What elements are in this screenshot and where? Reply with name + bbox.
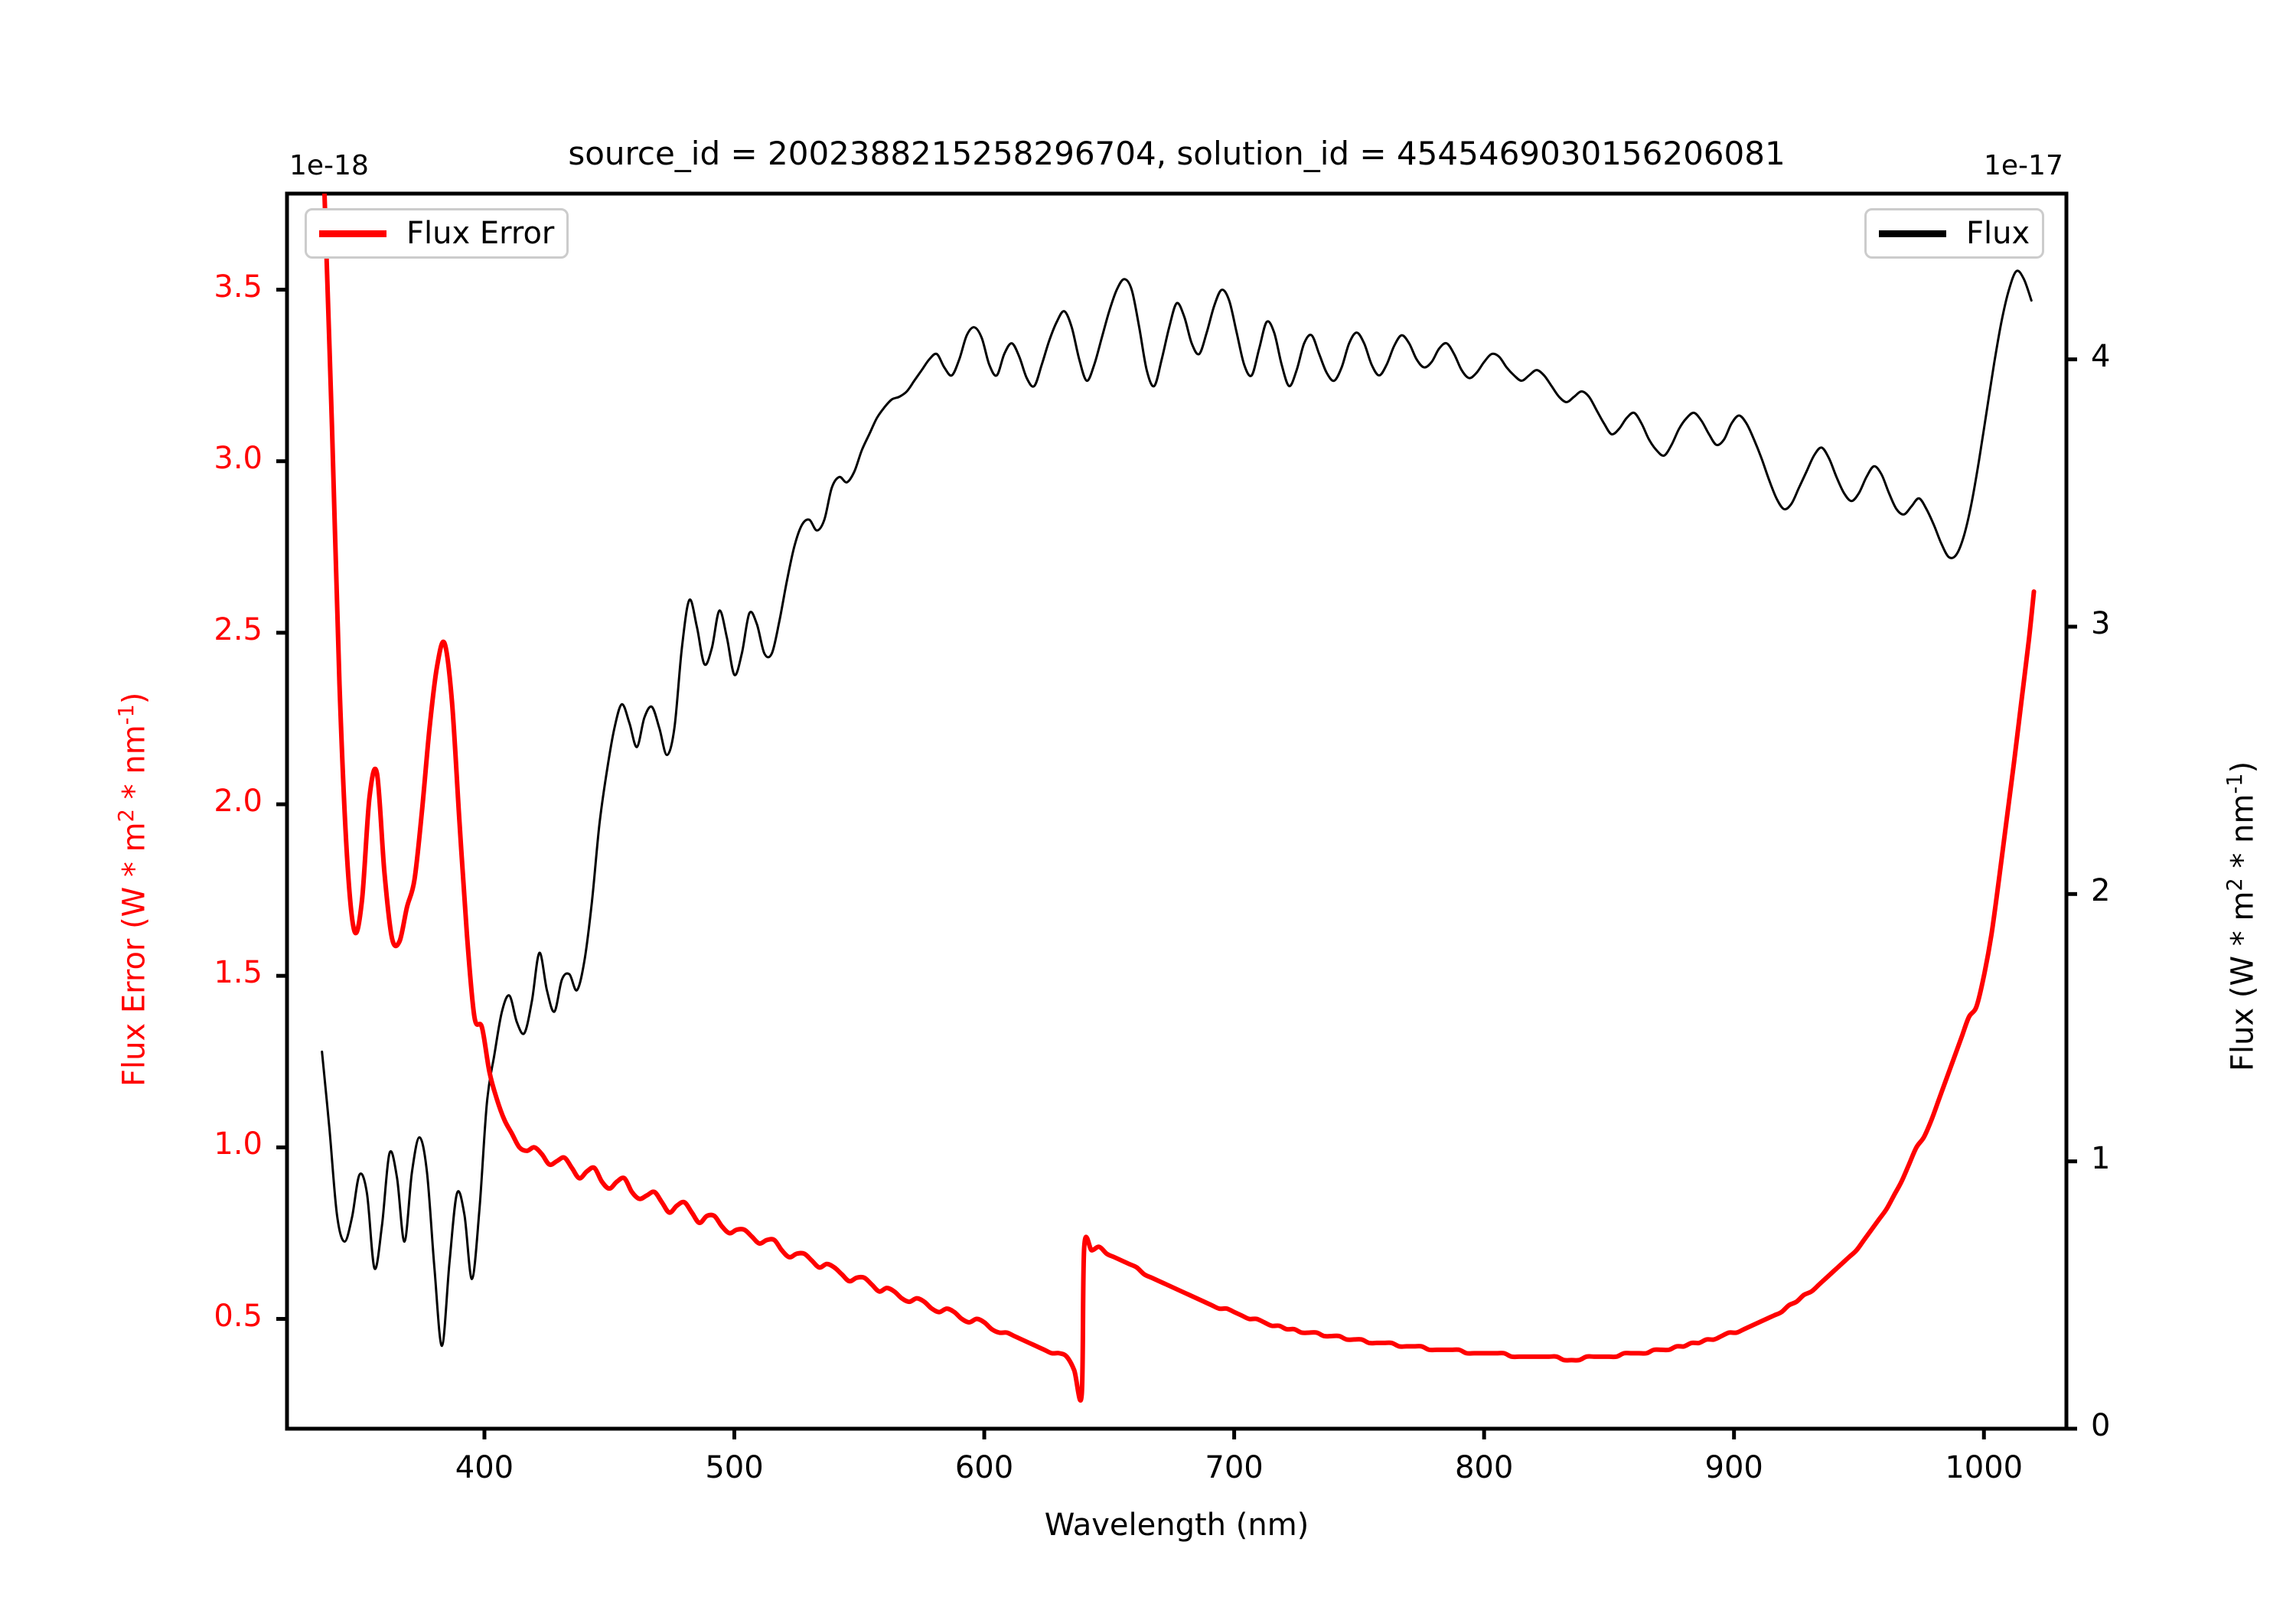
- y-right-axis-label-sup2: -1: [2223, 773, 2247, 794]
- y-left-axis-label-sup2: -1: [115, 704, 139, 725]
- y-right-axis-label-text: Flux (W * m: [2225, 891, 2261, 1071]
- series-line-flux: [321, 269, 2033, 1348]
- series-line-flux-error: [321, 194, 2037, 1403]
- x-tick-label-600: 600: [954, 1450, 1014, 1485]
- x-tick-label-500: 500: [705, 1450, 764, 1485]
- x-tick-label-1000: 1000: [1945, 1450, 2024, 1485]
- legend-swatch-flux: [1879, 230, 1946, 237]
- plot-frame: [285, 191, 2069, 1431]
- y-right-offset-text: 1e-17: [1984, 150, 2063, 181]
- legend-label-flux-error: Flux Error: [406, 216, 555, 251]
- y-left-tick-label-3.5: 3.5: [214, 269, 263, 305]
- y-left-tick-label-3.0: 3.0: [214, 440, 263, 476]
- y-right-tick-label-4: 4: [2091, 338, 2111, 374]
- y-left-tick-label-2.5: 2.5: [214, 611, 263, 647]
- legend-flux[interactable]: Flux: [1864, 208, 2045, 259]
- legend-label-flux: Flux: [1966, 216, 2030, 251]
- y-right-axis-label: Flux (W * m2 * nm-1): [2223, 761, 2260, 1071]
- y-left-tick-label-1.5: 1.5: [214, 955, 263, 991]
- y-right-tick-label-0: 0: [2091, 1408, 2111, 1443]
- y-right-axis-label-end: ): [2225, 761, 2261, 774]
- y-right-tick-label-3: 3: [2091, 605, 2111, 641]
- x-tick-label-700: 700: [1205, 1450, 1264, 1485]
- x-tick-label-400: 400: [455, 1450, 514, 1485]
- legend-flux-error[interactable]: Flux Error: [305, 208, 569, 259]
- y-left-axis-label-end: ): [116, 692, 152, 705]
- y-left-tick-label-1.0: 1.0: [214, 1126, 263, 1162]
- page-title: source_id = 2002388215258296704, solutio…: [568, 135, 1786, 172]
- y-right-tick-label-1: 1: [2091, 1140, 2111, 1176]
- y-left-tick-label-0.5: 0.5: [214, 1298, 263, 1334]
- y-right-tick-label-2: 2: [2091, 873, 2111, 909]
- x-tick-label-800: 800: [1454, 1450, 1514, 1485]
- y-left-axis-label-text: Flux Error (W * m: [116, 822, 152, 1087]
- x-axis-label: Wavelength (nm): [1044, 1508, 1309, 1543]
- legend-swatch-flux-error: [319, 230, 386, 237]
- y-left-axis-label: Flux Error (W * m2 * nm-1): [115, 693, 152, 1087]
- data-curves: [321, 194, 2037, 1403]
- y-left-tick-label-2.0: 2.0: [214, 784, 263, 820]
- y-right-axis-label-mid: * nm: [2225, 794, 2261, 878]
- axis-ticks: [276, 288, 2077, 1439]
- x-tick-label-900: 900: [1704, 1450, 1763, 1485]
- y-left-offset-text: 1e-18: [289, 150, 369, 181]
